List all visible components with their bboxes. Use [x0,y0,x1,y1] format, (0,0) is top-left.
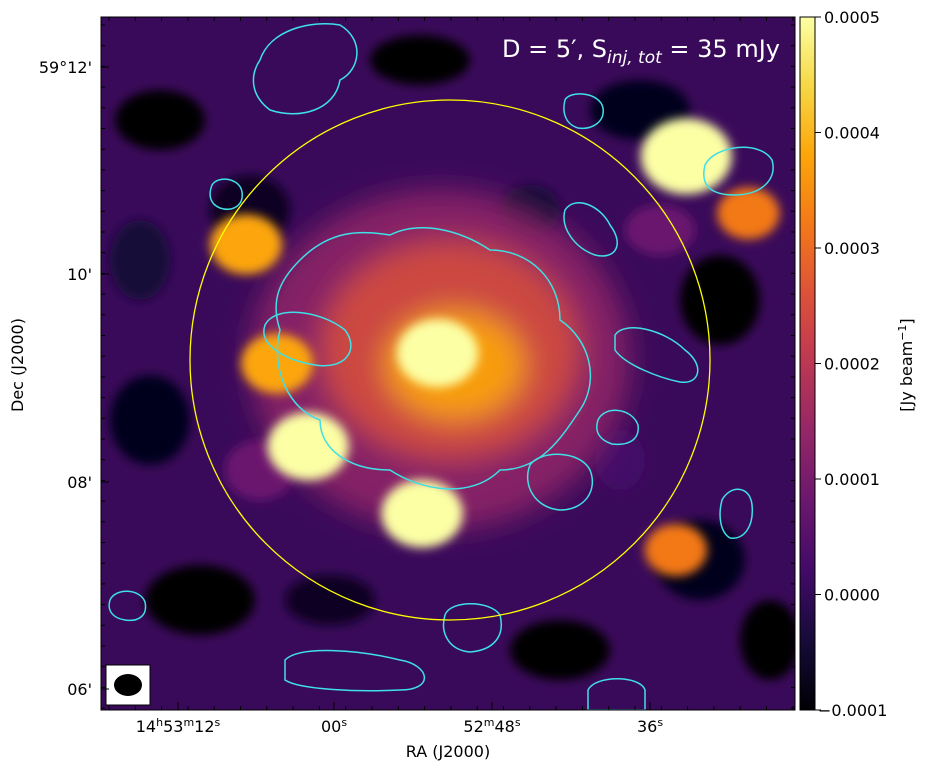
contour-e [596,409,639,446]
chart-title-sub: inj, tot [607,48,663,68]
contour-sw [108,590,147,622]
source-bright-source-se [267,412,349,481]
colorbar-tick-label: 0.0001 [824,470,880,489]
y-tick-labels: 59°12' 10' 08' 06' [39,58,109,699]
source-bright-source-nw [640,118,732,195]
beam-box [105,664,151,706]
colorbar-ticks [815,16,821,711]
contour-ne [703,146,774,196]
x-tick-label: 00s [321,716,347,736]
y-tick-label: 08' [67,473,92,492]
contour-w-small [209,178,243,210]
x-tick-label: 36s [637,716,663,736]
contour-nw [252,23,358,115]
contour-se [526,453,594,511]
y-tick-label: 59°12' [39,58,92,77]
colorbar-tick-label: 0.0002 [824,355,880,374]
sources-layer [210,118,780,576]
colorbar-label: [Jy beam−1] [896,318,916,411]
colorbar-tick-label: 0.0003 [824,239,880,258]
aperture-circle [189,99,711,621]
y-tick-label: 10' [67,265,92,284]
source-bright-source-w [717,187,780,240]
chart-title: D = 5′, Sinj, tot = 35 mJy [502,35,780,68]
source-bright-source-center [396,319,479,388]
chart-title-tail: = 35 mJy [662,35,780,63]
chart-title-lead: D = 5′, S [502,35,607,63]
contour-layer [108,23,774,710]
source-bright-source-ne [210,214,283,275]
contour-central [275,227,592,490]
y-axis-label: Dec (J2000) [8,318,27,412]
y-tick-label: 06' [67,680,92,699]
contour-bottom-right [587,678,646,710]
colorbar-tick-label: 0.0005 [824,8,880,27]
contour-right-edge [719,488,753,539]
contour-s [442,603,502,653]
image-frame [100,16,796,711]
contour-bottom-left [284,649,426,692]
contour-upper-right [563,93,604,130]
beam-box-background [105,664,151,706]
source-bright-source-e [241,333,314,394]
colorbar-tick-label: 0.0004 [824,124,880,143]
colorbar-tick-label: −0.0001 [818,701,887,720]
image-panel: D = 5′, Sinj, tot = 35 mJy [101,17,795,710]
colorbar-tick-label: 0.0000 [824,586,880,605]
colorbar-ramp [799,16,816,711]
x-minor-ticks [108,17,794,710]
y-minor-ticks [101,24,795,709]
contour-w [263,311,352,367]
x-tick-labels: 14h53m12s 00s 52m48s 36s [136,702,663,736]
contour-ne-blob [563,202,618,257]
colorbar: 0.0005 0.0004 0.0003 0.0002 0.0001 0.000… [799,8,916,720]
beam-ellipse [114,674,142,696]
source-bright-source-s [381,479,463,548]
source-bright-source-sw [644,523,708,576]
x-tick-label: 52m48s [463,716,520,736]
x-tick-label: 14h53m12s [136,716,221,736]
contour-east-arm [614,327,699,383]
x-axis-label: RA (J2000) [406,742,490,761]
